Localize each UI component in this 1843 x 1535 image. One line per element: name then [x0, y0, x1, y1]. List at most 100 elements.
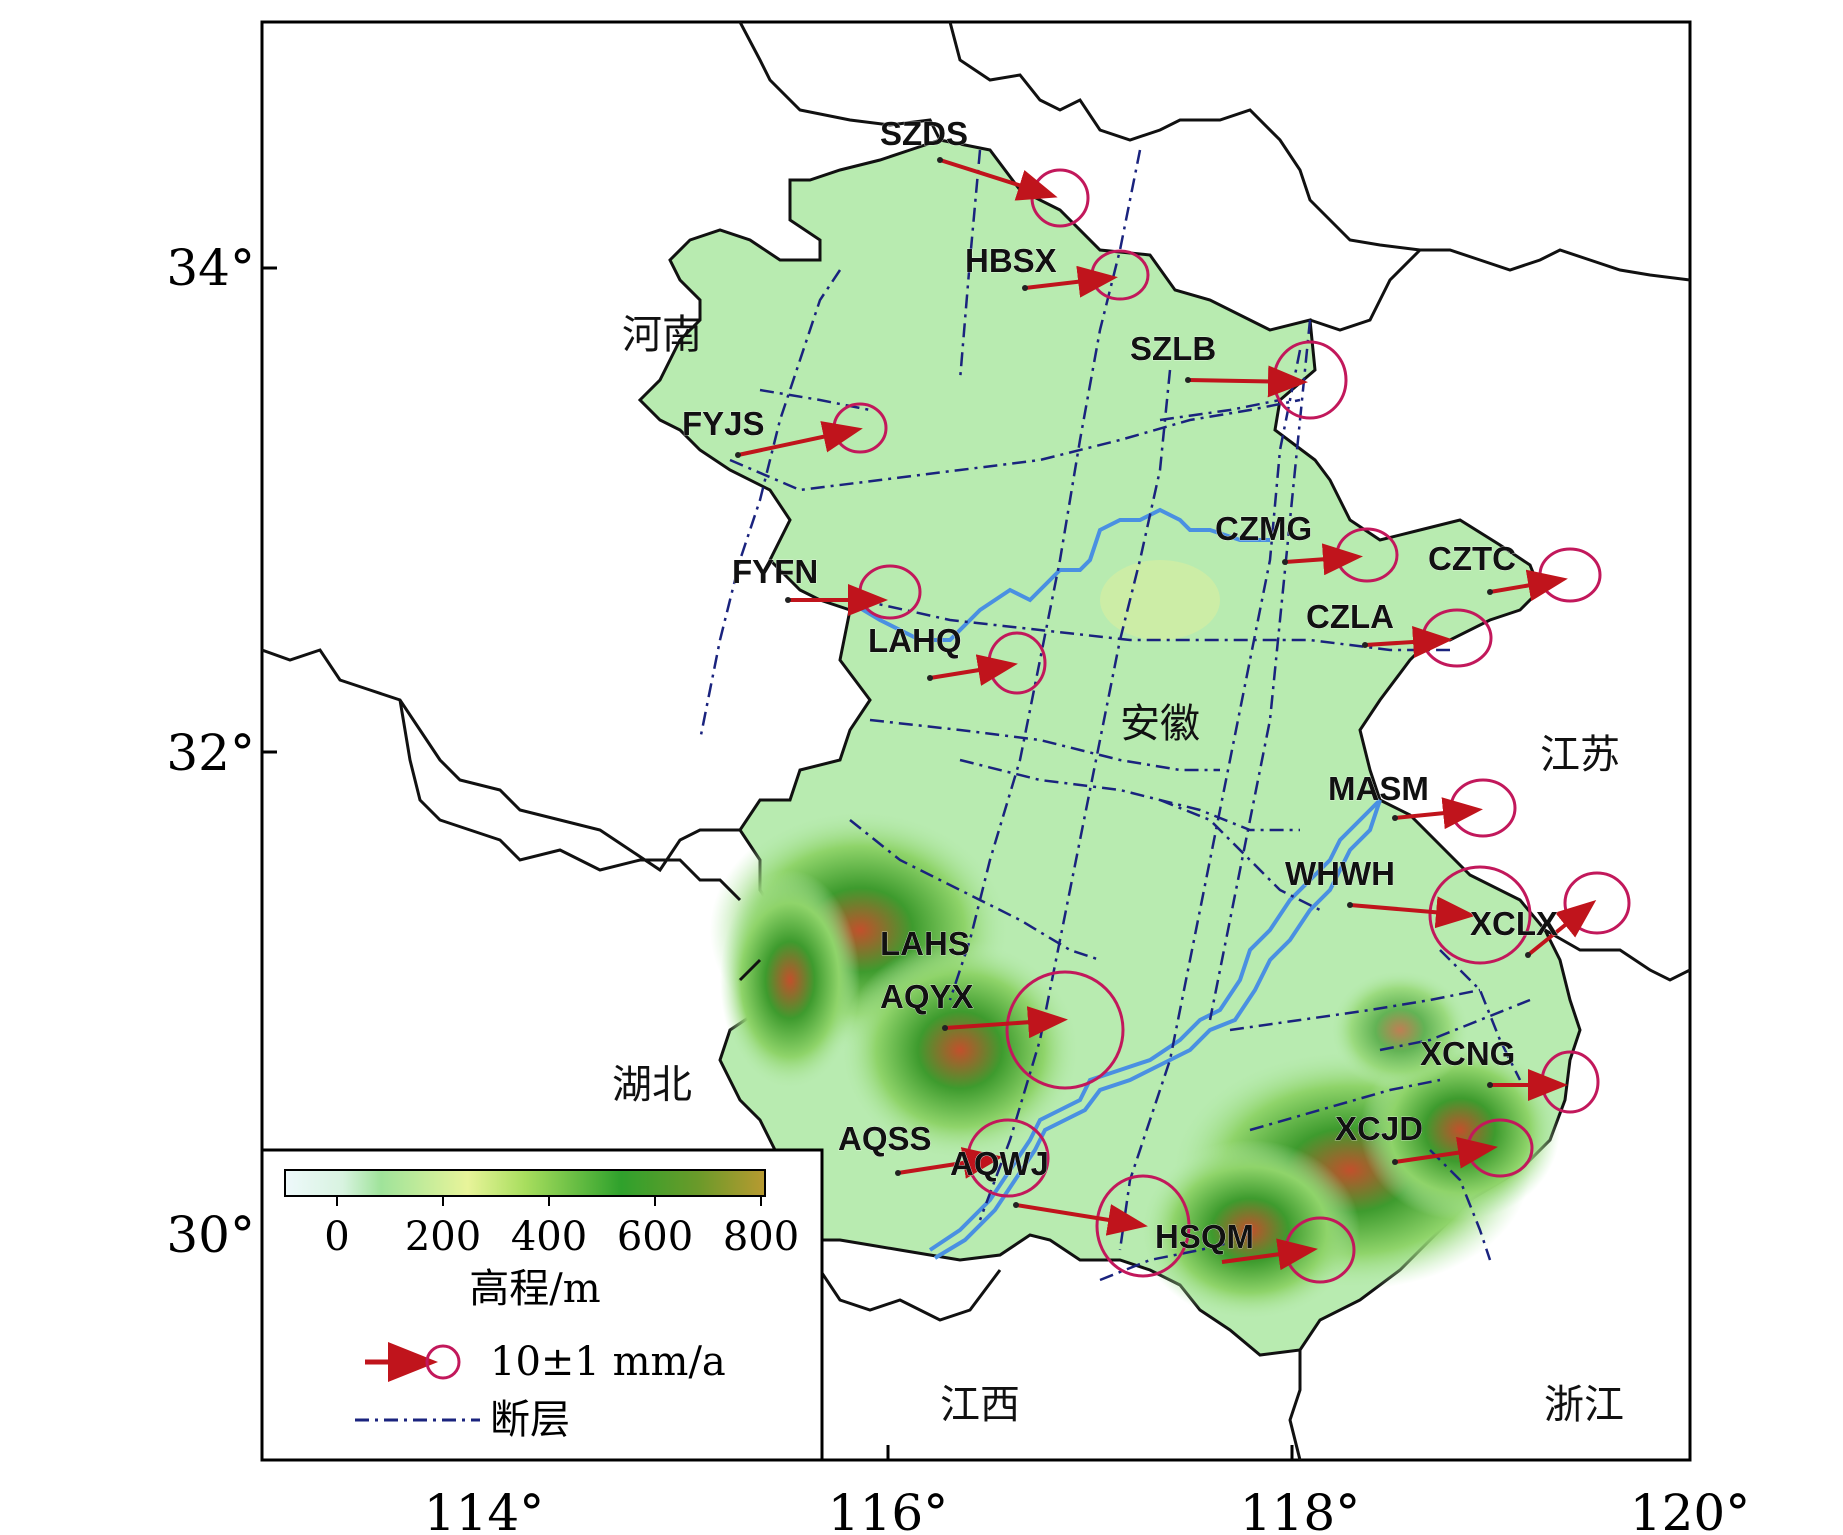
y-tick-30: 30° — [166, 1206, 255, 1264]
station-point — [1362, 642, 1368, 648]
y-axis-labels: 34° 32° 30° — [166, 239, 255, 1264]
station-label: CZLA — [1306, 598, 1394, 635]
station-aqyx: AQYX — [880, 970, 1125, 1090]
station-label: MASM — [1328, 770, 1429, 807]
hill-terrain — [1100, 560, 1220, 640]
station-czmg: CZMG — [1215, 510, 1399, 583]
station-label: SZLB — [1130, 330, 1216, 367]
legend: 0 200 400 600 800 高程/m 10±1 mm/a 断层 — [260, 1148, 824, 1462]
velocity-arrow — [944, 1006, 1068, 1039]
province-label-henan: 河南 — [622, 312, 702, 358]
colorbar-tick-600: 600 — [617, 1214, 693, 1260]
station-czla: CZLA — [1306, 598, 1493, 668]
station-point — [1392, 815, 1398, 821]
station-label: LAHS — [880, 925, 970, 962]
legend-vector-label: 10±1 mm/a — [490, 1339, 726, 1385]
legend-error-ellipse — [425, 1344, 461, 1380]
station-point — [1185, 377, 1191, 383]
station-vectors: SZDS HBSX SZLB FYJS CZMG CZTC FYFN CZLA LAHQ MASM… — [682, 115, 1631, 1284]
velocity-arrow — [1349, 896, 1476, 929]
station-label: AQYX — [880, 978, 974, 1015]
velocity-arrow — [1284, 543, 1363, 576]
velocity-arrow — [1187, 365, 1308, 398]
station-point — [927, 675, 933, 681]
colorbar-tick-200: 200 — [405, 1214, 481, 1260]
colorbar-tick-800: 800 — [723, 1214, 799, 1260]
y-tick-34: 34° — [166, 239, 255, 297]
station-point — [1013, 1202, 1019, 1208]
province-label-hubei: 湖北 — [612, 1062, 692, 1108]
velocity-arrow — [1526, 899, 1597, 957]
station-point — [937, 157, 943, 163]
velocity-arrow — [897, 1147, 1003, 1179]
station-label: XCLX — [1470, 905, 1558, 942]
station-point — [1282, 559, 1288, 565]
error-ellipse — [1005, 970, 1125, 1090]
province-label-zhejiang: 浙江 — [1544, 1382, 1624, 1428]
x-tick-116: 116° — [828, 1484, 948, 1535]
station-point — [1525, 952, 1531, 958]
station-label: LAHQ — [868, 622, 962, 659]
error-ellipse — [1428, 865, 1532, 965]
colorbar-tick-400: 400 — [511, 1214, 587, 1260]
station-fyfn: FYFN — [732, 553, 922, 620]
velocity-arrow — [737, 421, 863, 457]
velocity-arrow — [1394, 1136, 1498, 1169]
station-label: HBSX — [965, 242, 1057, 279]
station-point — [1487, 1082, 1493, 1088]
station-point — [1347, 902, 1353, 908]
velocity-arrow — [1221, 1238, 1318, 1271]
station-point — [1487, 589, 1493, 595]
station-point — [1022, 285, 1028, 291]
station-point — [895, 1170, 901, 1176]
station-cztc: CZTC — [1428, 540, 1602, 603]
velocity-arrow — [1024, 265, 1118, 298]
station-label: SZDS — [880, 115, 968, 152]
x-axis-labels: 114° 116° 118° 120° — [424, 1484, 1750, 1535]
station-xcjd: XCJD — [1335, 1110, 1534, 1178]
y-tick-32: 32° — [166, 724, 255, 782]
station-lahs: LAHS — [880, 925, 970, 963]
colorbar-tick-0: 0 — [324, 1214, 349, 1260]
velocity-arrow — [1394, 797, 1483, 830]
station-point — [735, 452, 741, 458]
station-label: CZMG — [1215, 510, 1312, 547]
x-tick-118: 118° — [1240, 1484, 1360, 1535]
station-label: XCNG — [1420, 1035, 1515, 1072]
station-aqwj: AQWJ — [895, 1118, 1050, 1198]
velocity-arrow — [1364, 626, 1453, 658]
rivers — [858, 507, 1382, 1260]
station-hsqm-vector — [1221, 1216, 1356, 1284]
station-masm: MASM — [1328, 770, 1517, 838]
velocity-arrow — [939, 158, 1058, 201]
legend-fault-label: 断层 — [490, 1397, 570, 1443]
station-xcng: XCNG — [1420, 1035, 1600, 1114]
province-labels: 河南 安徽 江苏 湖北 江西 浙江 — [612, 312, 1624, 1428]
x-tick-114: 114° — [424, 1484, 544, 1535]
legend-box — [260, 1148, 824, 1462]
station-label: XCJD — [1335, 1110, 1423, 1147]
station-szds: SZDS — [880, 115, 1090, 228]
station-label: WHWH — [1285, 855, 1395, 892]
colorbar-ticks — [336, 1196, 762, 1206]
colorbar-title: 高程/m — [469, 1266, 600, 1312]
station-label: HSQM — [1155, 1218, 1254, 1255]
station-xclx: XCLX — [1470, 871, 1631, 958]
station-point — [1392, 1159, 1398, 1165]
faults — [698, 149, 1531, 1282]
error-ellipse — [1095, 1174, 1191, 1278]
station-point — [942, 1025, 948, 1031]
station-aqss: AQSS — [838, 1120, 932, 1158]
station-szlb: SZLB — [1130, 330, 1348, 420]
velocity-arrow — [929, 654, 1018, 686]
station-fyjs: FYJS — [682, 402, 888, 458]
station-label: FYFN — [732, 553, 818, 590]
velocity-arrow — [1489, 569, 1568, 602]
velocity-arrow — [1015, 1203, 1148, 1236]
station-lahq: LAHQ — [868, 622, 1047, 695]
station-label: AQWJ — [950, 1145, 1049, 1182]
station-label: CZTC — [1428, 540, 1516, 577]
station-label: AQSS — [838, 1120, 932, 1157]
station-hsqm: HSQM — [1013, 1174, 1254, 1278]
